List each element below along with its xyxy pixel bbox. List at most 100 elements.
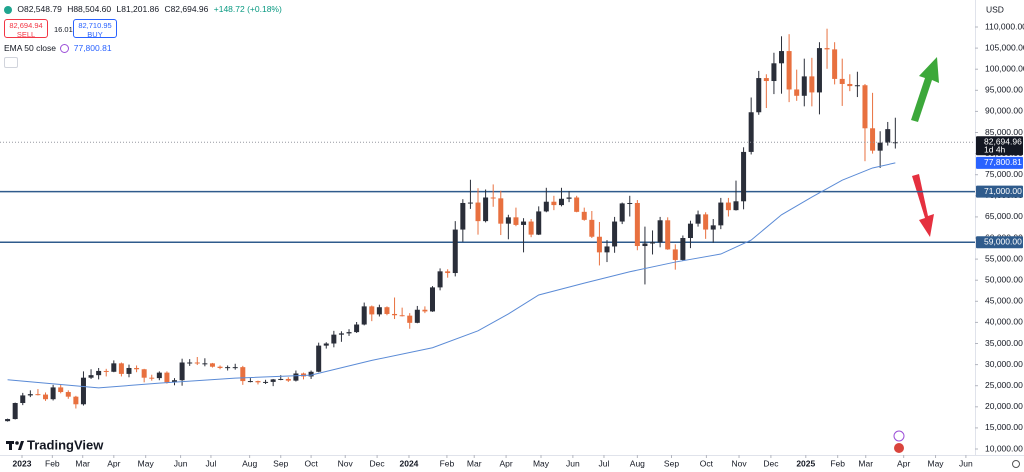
logo-text: TradingView	[27, 437, 104, 452]
candle-body	[612, 221, 618, 247]
x-tick-label: Dec	[370, 458, 386, 468]
candle-body	[748, 112, 754, 152]
candle-body	[870, 128, 876, 151]
x-tick-label: Aug	[242, 458, 257, 468]
candle-body	[88, 375, 94, 378]
candle-body	[392, 313, 398, 316]
candle-body	[862, 85, 868, 129]
x-tick-label: Nov	[731, 458, 747, 468]
candle-body	[718, 202, 724, 226]
candle-body	[429, 287, 435, 312]
level-tag	[976, 185, 1023, 198]
candle-body	[134, 367, 140, 370]
buy-button[interactable]: 82,710.95 BUY	[73, 19, 117, 39]
candle-body	[665, 220, 671, 250]
candle-body	[672, 249, 678, 260]
candle-body	[346, 332, 352, 334]
ema-tag-label: 77,800.81	[984, 157, 1022, 167]
y-tick-label: 20,000.00	[985, 401, 1023, 411]
candle-body	[217, 366, 223, 368]
ema-icon[interactable]	[60, 44, 70, 54]
candle-body	[513, 217, 519, 225]
candle-body	[634, 202, 640, 247]
candle-body	[460, 202, 466, 230]
currency: USD	[986, 4, 1004, 14]
candle-body	[12, 403, 18, 420]
sell-label: SELL	[16, 30, 36, 39]
x-tick-label: 2023	[13, 458, 32, 468]
ema-line	[7, 162, 896, 389]
candle-body	[58, 387, 64, 393]
candle-body	[278, 378, 284, 380]
candle-body	[399, 315, 405, 317]
candle-body	[96, 370, 102, 376]
candle-body	[437, 271, 443, 288]
candle-body	[126, 367, 132, 374]
candle-body	[384, 307, 390, 314]
candle-body	[839, 78, 845, 84]
candle-body	[710, 225, 716, 230]
icon	[893, 430, 905, 442]
level-tag-label: 71,000.00	[984, 186, 1022, 196]
candle-body	[179, 362, 185, 381]
x-tick-label: Feb	[830, 458, 845, 468]
candle-body	[885, 129, 891, 143]
ema-tag	[976, 156, 1023, 169]
candle-body	[141, 369, 147, 378]
down-arrow	[912, 174, 934, 237]
candle-body	[892, 142, 898, 144]
x-tick-label: Oct	[700, 458, 714, 468]
candle-body	[741, 151, 747, 202]
x-tick-label: Apr	[499, 458, 512, 468]
candle-body	[786, 51, 792, 90]
candle-body	[65, 392, 71, 397]
x-tick-label: Dec	[763, 458, 779, 468]
candle-body	[111, 363, 117, 372]
candle-body	[536, 211, 542, 235]
settings-icon[interactable]	[1012, 460, 1020, 468]
candle-body	[779, 51, 785, 64]
candle-body	[118, 363, 124, 374]
candle-body	[771, 63, 777, 82]
sell-price: 82,694.94	[9, 21, 43, 30]
candle-body	[627, 202, 633, 204]
candle-body	[149, 377, 155, 379]
x-tick-label: 2024	[400, 458, 419, 468]
y-tick-label: 50,000.00	[985, 274, 1023, 284]
collapse-button[interactable]	[4, 57, 18, 68]
y-tick-label: 15,000.00	[985, 422, 1023, 432]
candle-body	[490, 197, 496, 199]
candle-body	[558, 198, 564, 206]
x-tick-label: Jun	[566, 458, 580, 468]
candle-body	[103, 370, 109, 372]
x-tick-label: 2025	[796, 458, 815, 468]
candle-body	[475, 202, 481, 222]
x-tick-label: Jun	[174, 458, 188, 468]
candle-body	[687, 223, 693, 239]
x-tick-label: Sep	[273, 458, 288, 468]
candle-body	[338, 333, 344, 335]
high: H88,504.60	[67, 4, 112, 14]
y-tick-label: 45,000.00	[985, 296, 1023, 306]
x-tick-label: Sep	[664, 458, 679, 468]
x-tick-label: May	[928, 458, 945, 468]
candle-body	[202, 363, 208, 365]
candle-body	[763, 78, 769, 82]
candle-body	[824, 48, 830, 50]
candle-body	[566, 197, 572, 199]
sell-button[interactable]: 82,694.94 SELL	[4, 19, 48, 39]
x-tick-label: Jul	[205, 458, 216, 468]
candle-body	[187, 362, 193, 364]
y-tick-label: 105,000.00	[985, 42, 1024, 52]
low: L81,201.86	[116, 4, 160, 14]
bottom-icons	[893, 430, 1020, 468]
candle-body	[551, 201, 557, 206]
y-tick-label: 75,000.00	[985, 169, 1023, 179]
candle-body	[156, 372, 162, 379]
x-tick-label: Oct	[304, 458, 318, 468]
candle-body	[35, 394, 41, 396]
candle-body	[695, 214, 701, 224]
x-tick-label: May	[533, 458, 550, 468]
y-tick-label: 65,000.00	[985, 211, 1023, 221]
